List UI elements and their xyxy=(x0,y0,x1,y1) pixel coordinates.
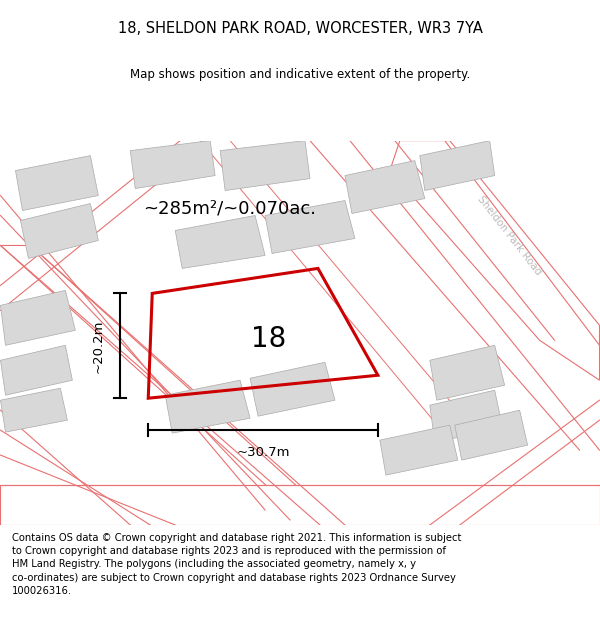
Polygon shape xyxy=(430,390,503,442)
Polygon shape xyxy=(165,380,250,433)
Polygon shape xyxy=(20,204,98,258)
Polygon shape xyxy=(380,425,458,475)
Text: 18: 18 xyxy=(251,325,287,352)
Text: ~20.2m: ~20.2m xyxy=(92,319,105,372)
Polygon shape xyxy=(455,410,527,460)
Polygon shape xyxy=(1,291,76,345)
Text: Contains OS data © Crown copyright and database right 2021. This information is : Contains OS data © Crown copyright and d… xyxy=(12,533,461,596)
Text: Sheldon Park Road: Sheldon Park Road xyxy=(476,194,544,277)
Polygon shape xyxy=(265,201,355,254)
Polygon shape xyxy=(345,161,425,214)
Polygon shape xyxy=(1,485,599,525)
Polygon shape xyxy=(390,141,599,380)
Polygon shape xyxy=(1,388,67,432)
Polygon shape xyxy=(16,156,98,211)
Polygon shape xyxy=(1,246,340,525)
Polygon shape xyxy=(130,141,215,189)
Polygon shape xyxy=(175,216,265,268)
Polygon shape xyxy=(1,345,73,395)
Polygon shape xyxy=(420,141,494,191)
Text: ~30.7m: ~30.7m xyxy=(236,446,290,459)
Text: Map shows position and indicative extent of the property.: Map shows position and indicative extent… xyxy=(130,68,470,81)
Text: ~285m²/~0.070ac.: ~285m²/~0.070ac. xyxy=(143,199,317,217)
Polygon shape xyxy=(430,345,505,400)
Text: 18, SHELDON PARK ROAD, WORCESTER, WR3 7YA: 18, SHELDON PARK ROAD, WORCESTER, WR3 7Y… xyxy=(118,21,482,36)
Polygon shape xyxy=(250,362,335,416)
Polygon shape xyxy=(220,141,310,191)
